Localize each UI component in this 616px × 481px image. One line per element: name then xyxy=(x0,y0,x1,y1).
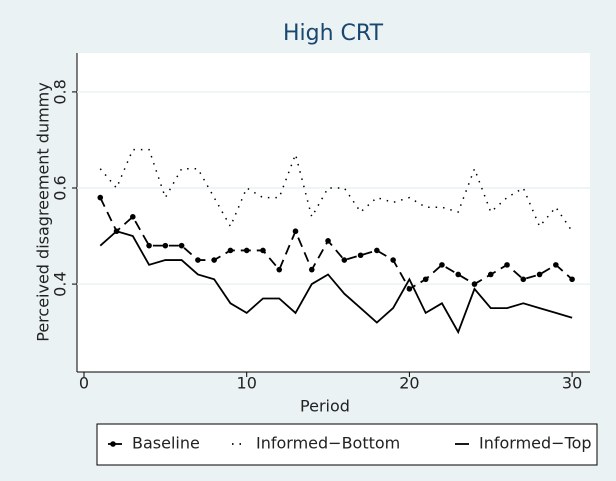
data-point xyxy=(97,194,104,201)
series-line xyxy=(99,197,573,291)
data-point xyxy=(162,242,169,249)
legend-label: Informed−Bottom xyxy=(256,434,400,453)
data-point xyxy=(504,262,510,268)
data-point xyxy=(211,257,217,263)
data-point xyxy=(308,266,315,273)
legend-box xyxy=(96,423,598,466)
data-point xyxy=(357,252,364,259)
data-point xyxy=(520,276,527,283)
data-point xyxy=(553,262,559,268)
data-point xyxy=(260,247,266,254)
y-tick-label: 0.4 xyxy=(51,271,70,296)
data-point xyxy=(146,242,152,249)
data-point xyxy=(374,247,380,254)
x-tick-label: 30 xyxy=(562,374,582,393)
series-line xyxy=(99,230,573,335)
x-axis-label: Period xyxy=(300,397,350,416)
legend-label: Informed−Top xyxy=(479,434,592,453)
data-point xyxy=(455,271,462,278)
data-point xyxy=(130,214,136,220)
data-point xyxy=(195,257,201,263)
data-point xyxy=(390,257,396,263)
data-point xyxy=(439,262,445,268)
plot-area xyxy=(77,53,590,372)
data-point xyxy=(341,257,348,263)
y-tick-label: 0.8 xyxy=(51,79,70,104)
data-point xyxy=(536,271,543,278)
data-point xyxy=(471,281,478,287)
data-point xyxy=(292,228,299,235)
data-point xyxy=(406,286,413,292)
x-tick-label: 20 xyxy=(399,374,419,393)
y-tick-label: 0.6 xyxy=(51,175,70,200)
y-axis-label: Perceived disagreement dummy xyxy=(34,82,53,341)
data-point xyxy=(227,247,234,254)
data-point xyxy=(276,266,283,273)
data-point xyxy=(422,276,429,283)
chart-title: High CRT xyxy=(283,21,384,46)
legend-marker xyxy=(110,441,116,447)
data-point xyxy=(569,276,575,283)
data-point xyxy=(325,238,331,244)
legend-label: Baseline xyxy=(132,434,200,453)
data-point xyxy=(178,242,185,249)
data-point xyxy=(243,247,250,254)
data-point xyxy=(487,271,494,278)
x-tick-label: 10 xyxy=(237,374,257,393)
x-tick-label: 0 xyxy=(79,374,89,393)
